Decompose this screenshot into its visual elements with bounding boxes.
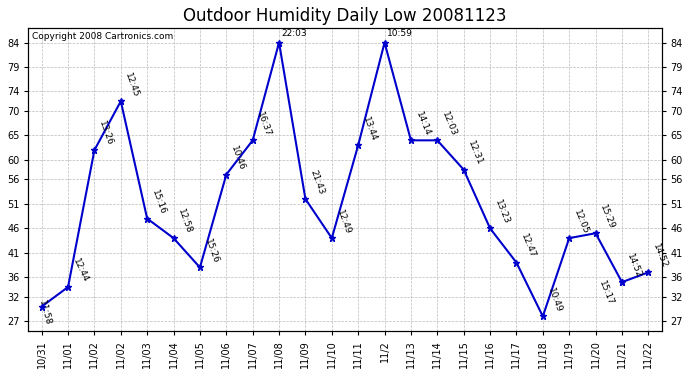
Text: 22:03: 22:03 <box>282 29 308 38</box>
Text: 12:31: 12:31 <box>466 140 484 167</box>
Text: 10:59: 10:59 <box>387 29 413 38</box>
Text: 13:44: 13:44 <box>361 115 378 142</box>
Text: 14:52: 14:52 <box>624 252 642 279</box>
Text: 14:52: 14:52 <box>651 243 669 270</box>
Text: 11:58: 11:58 <box>37 299 53 326</box>
Text: 10:46: 10:46 <box>229 144 246 172</box>
Text: 12:45: 12:45 <box>124 71 141 99</box>
Title: Outdoor Humidity Daily Low 20081123: Outdoor Humidity Daily Low 20081123 <box>184 7 506 25</box>
Text: 12:58: 12:58 <box>177 208 194 236</box>
Text: 10:49: 10:49 <box>546 286 563 314</box>
Text: 14:14: 14:14 <box>414 110 432 138</box>
Text: Copyright 2008 Cartronics.com: Copyright 2008 Cartronics.com <box>32 32 173 41</box>
Text: 12:05: 12:05 <box>572 208 590 236</box>
Text: 21:43: 21:43 <box>308 169 326 196</box>
Text: 13:23: 13:23 <box>493 198 511 226</box>
Text: 15:16: 15:16 <box>150 188 167 216</box>
Text: 12:47: 12:47 <box>520 232 538 260</box>
Text: 12:44: 12:44 <box>71 257 90 284</box>
Text: 16:37: 16:37 <box>255 110 273 138</box>
Text: 13:26: 13:26 <box>97 120 115 147</box>
Text: 12:49: 12:49 <box>335 208 352 236</box>
Text: 15:26: 15:26 <box>203 237 220 265</box>
Text: 15:29: 15:29 <box>598 203 616 231</box>
Text: 12:03: 12:03 <box>440 110 458 138</box>
Text: 15:17: 15:17 <box>597 280 615 307</box>
